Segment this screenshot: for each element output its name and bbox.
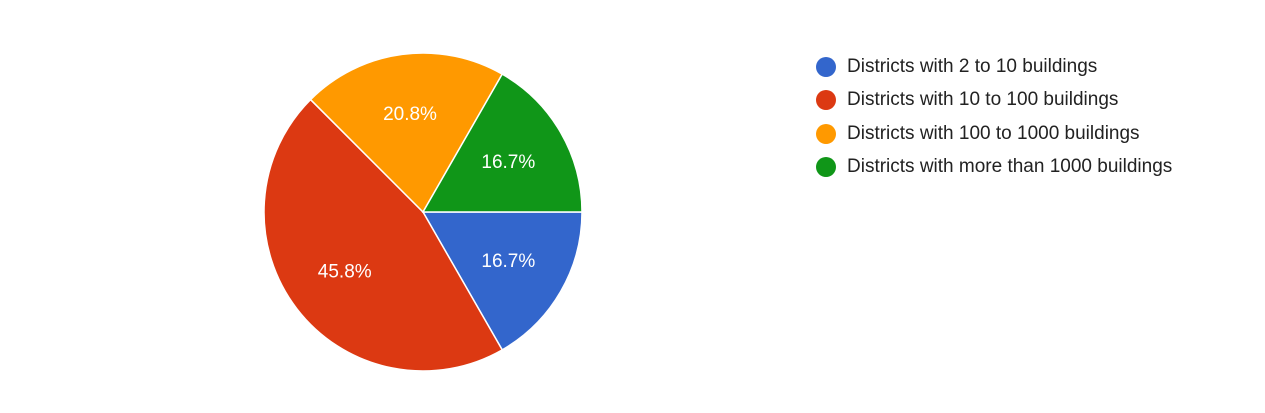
pie-slice-label: 20.8% — [383, 104, 437, 125]
pie-slices — [263, 52, 583, 372]
legend-swatch-icon — [816, 157, 836, 178]
legend-item[interactable]: Districts with more than 1000 buildings — [816, 151, 1172, 185]
legend: Districts with 2 to 10 buildings Distric… — [816, 50, 1172, 184]
pie-slice[interactable] — [421, 211, 583, 351]
legend-swatch-icon — [816, 123, 836, 144]
legend-item[interactable]: Districts with 10 to 100 buildings — [816, 84, 1172, 118]
pie-slice[interactable] — [309, 52, 504, 214]
legend-swatch-icon — [816, 56, 836, 77]
legend-label: Districts with 10 to 100 buildings — [847, 89, 1119, 111]
pie-slice[interactable] — [263, 98, 504, 372]
legend-label: Districts with 2 to 10 buildings — [847, 55, 1098, 77]
pie-slice[interactable] — [421, 73, 583, 213]
legend-label: Districts with more than 1000 buildings — [847, 156, 1173, 178]
pie-slice-label: 16.7% — [481, 251, 535, 272]
legend-label: Districts with 100 to 1000 buildings — [847, 122, 1140, 144]
pie-slice-labels: 16.7% 45.8% 20.8% 16.7% — [318, 104, 536, 283]
pie-slice-label: 16.7% — [481, 152, 535, 173]
legend-swatch-icon — [816, 90, 836, 111]
legend-item[interactable]: Districts with 100 to 1000 buildings — [816, 117, 1172, 151]
pie-slice-label: 45.8% — [318, 261, 372, 282]
legend-item[interactable]: Districts with 2 to 10 buildings — [816, 50, 1172, 84]
